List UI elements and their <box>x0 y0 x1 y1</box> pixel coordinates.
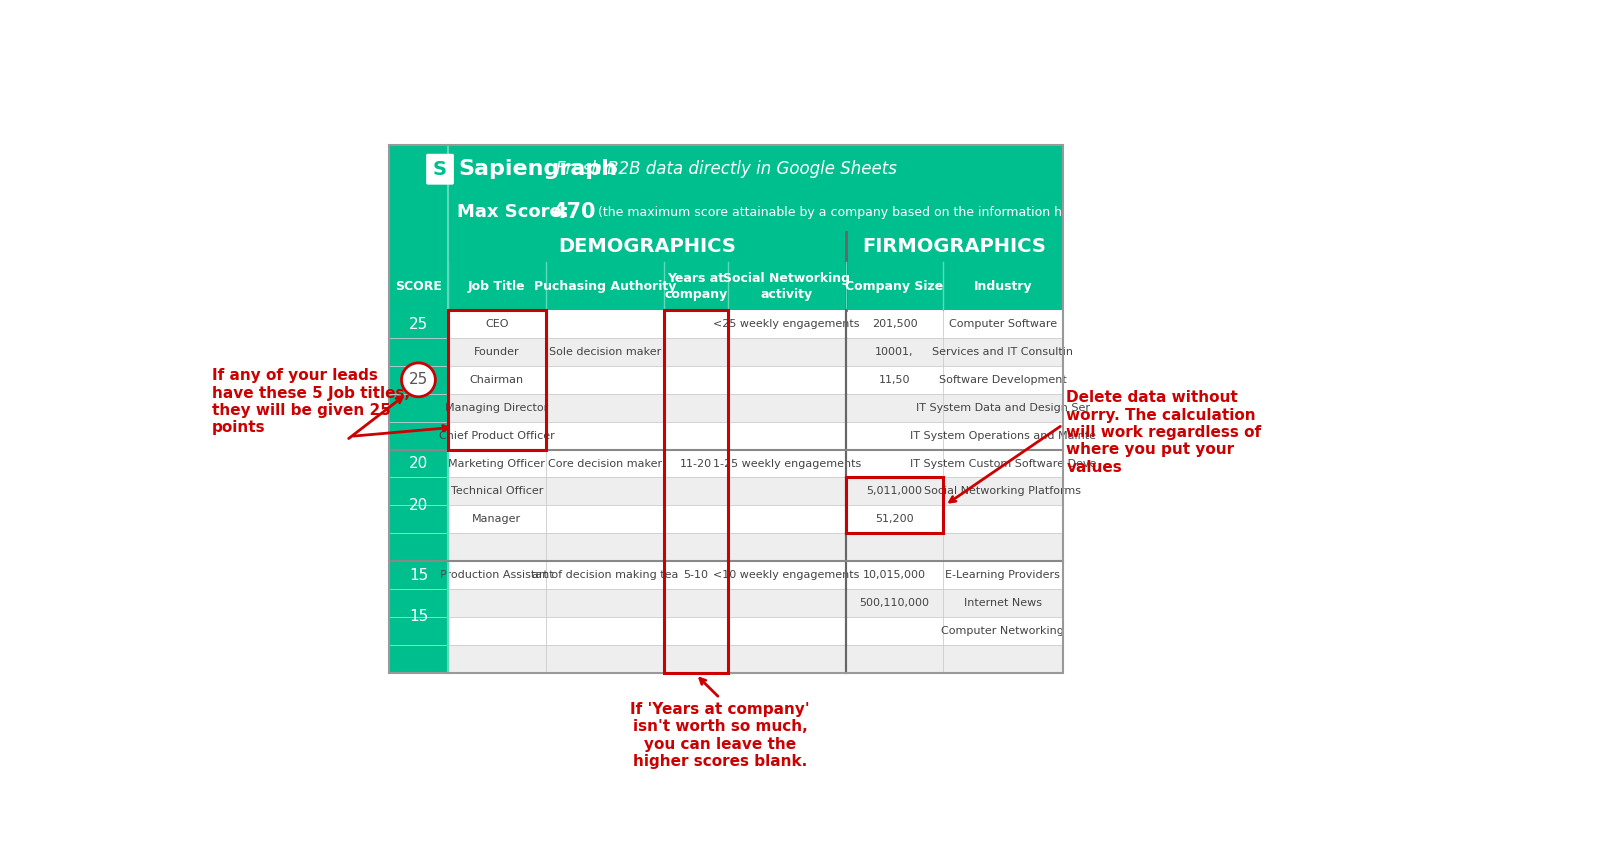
Bar <box>389 421 1062 450</box>
Text: 5,011,000: 5,011,000 <box>867 486 923 497</box>
Bar <box>389 617 1062 645</box>
Text: Sapiengraph: Sapiengraph <box>459 160 618 179</box>
Bar <box>389 366 1062 394</box>
Text: Production Assistant: Production Assistant <box>440 570 554 580</box>
Text: Software Development: Software Development <box>939 375 1067 385</box>
Bar <box>389 394 448 421</box>
Text: SCORE: SCORE <box>395 280 442 293</box>
Bar <box>389 145 1062 193</box>
Text: 25: 25 <box>410 372 429 387</box>
Text: DEMOGRAPHICS: DEMOGRAPHICS <box>558 238 736 257</box>
Text: 11-20: 11-20 <box>680 458 712 468</box>
Text: Computer Software: Computer Software <box>949 319 1058 329</box>
Text: If any of your leads
have these 5 Job titles,
they will be given 25
points: If any of your leads have these 5 Job ti… <box>211 368 410 435</box>
Text: Job Title: Job Title <box>469 280 526 293</box>
Text: <10 weekly engagements: <10 weekly engagements <box>714 570 859 580</box>
Text: Social Networking
activity: Social Networking activity <box>723 272 850 300</box>
Text: S: S <box>434 160 446 178</box>
Bar <box>389 561 448 589</box>
Bar <box>389 338 448 366</box>
Text: Fresh B2B data directly in Google Sheets: Fresh B2B data directly in Google Sheets <box>557 160 898 178</box>
Bar <box>389 561 1062 589</box>
Text: 15: 15 <box>410 609 429 625</box>
FancyBboxPatch shape <box>426 154 454 184</box>
Text: Chief Product Officer: Chief Product Officer <box>438 431 555 441</box>
Bar <box>389 232 1062 263</box>
Text: Internet News: Internet News <box>963 598 1042 608</box>
Bar <box>389 421 448 450</box>
Text: 10001,: 10001, <box>875 347 914 357</box>
Text: 201,500: 201,500 <box>872 319 917 329</box>
Bar <box>389 193 1062 232</box>
Bar <box>389 310 1062 338</box>
Text: Industry: Industry <box>974 280 1032 293</box>
Bar <box>389 534 448 561</box>
Text: Managing Director: Managing Director <box>445 402 549 413</box>
Bar <box>389 477 1062 505</box>
Text: Puchasing Authority: Puchasing Authority <box>533 280 675 293</box>
Text: Company Size: Company Size <box>845 280 944 293</box>
Text: Social Networking Platforms: Social Networking Platforms <box>925 486 1082 497</box>
Text: IT System Data and Design Ser: IT System Data and Design Ser <box>915 402 1090 413</box>
Bar <box>448 310 546 450</box>
Bar <box>389 394 1062 421</box>
Text: Sole decision maker: Sole decision maker <box>549 347 661 357</box>
Text: 51,200: 51,200 <box>875 514 914 524</box>
Text: 20: 20 <box>410 456 429 471</box>
Text: Max Score:: Max Score: <box>458 203 570 221</box>
Text: CEO: CEO <box>485 319 509 329</box>
Text: 1-25 weekly engagements: 1-25 weekly engagements <box>712 458 861 468</box>
Text: Chairman: Chairman <box>470 375 523 385</box>
Text: Delete data without
worry. The calculation
will work regardless of
where you put: Delete data without worry. The calculati… <box>1067 390 1261 474</box>
Bar <box>389 477 448 505</box>
Text: Computer Networking: Computer Networking <box>941 626 1064 636</box>
Bar <box>389 310 448 338</box>
Circle shape <box>402 363 435 396</box>
Text: Founder: Founder <box>474 347 520 357</box>
Bar <box>389 505 1062 534</box>
Text: Services and IT Consultin: Services and IT Consultin <box>933 347 1074 357</box>
Bar <box>389 338 1062 366</box>
Text: <25 weekly engagements: <25 weekly engagements <box>714 319 859 329</box>
Text: E-Learning Providers: E-Learning Providers <box>946 570 1061 580</box>
Bar <box>389 645 448 673</box>
Bar <box>846 477 944 534</box>
Text: If 'Years at company'
isn't worth so much,
you can leave the
higher scores blank: If 'Years at company' isn't worth so muc… <box>630 702 810 770</box>
Text: 15: 15 <box>410 568 429 583</box>
Bar <box>427 155 453 183</box>
Bar <box>389 645 1062 673</box>
Text: IT System Custom Software Deve: IT System Custom Software Deve <box>910 458 1096 468</box>
Bar <box>389 263 1062 310</box>
Bar <box>389 450 448 477</box>
Text: IT System Operations and Mainte: IT System Operations and Mainte <box>910 431 1096 441</box>
Text: (the maximum score attainable by a company based on the information he: (the maximum score attainable by a compa… <box>598 206 1070 219</box>
Bar <box>389 505 448 534</box>
Bar <box>389 145 1062 673</box>
Bar <box>389 617 448 645</box>
Bar <box>664 310 728 673</box>
Text: art of decision making tea: art of decision making tea <box>531 570 678 580</box>
Text: Years at
company: Years at company <box>664 272 728 300</box>
Bar <box>389 589 1062 617</box>
Bar <box>389 589 448 617</box>
Text: 470: 470 <box>552 202 595 222</box>
Bar <box>389 534 1062 561</box>
Bar <box>389 450 1062 477</box>
Text: 11,50: 11,50 <box>878 375 910 385</box>
Text: FIRMOGRAPHICS: FIRMOGRAPHICS <box>862 238 1046 257</box>
Text: Core decision maker: Core decision maker <box>547 458 662 468</box>
Text: 20: 20 <box>410 498 429 513</box>
Text: 500,110,000: 500,110,000 <box>859 598 930 608</box>
Text: 25: 25 <box>410 317 429 331</box>
Text: Marketing Officer: Marketing Officer <box>448 458 546 468</box>
Text: Technical Officer: Technical Officer <box>451 486 542 497</box>
Text: 5-10: 5-10 <box>683 570 709 580</box>
Bar <box>389 366 448 394</box>
Text: Manager: Manager <box>472 514 522 524</box>
Text: 10,015,000: 10,015,000 <box>862 570 926 580</box>
